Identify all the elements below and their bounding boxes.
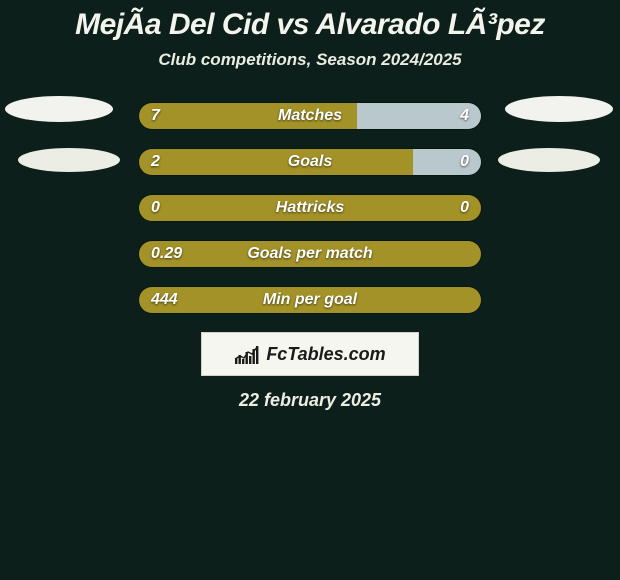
ellipse-decoration [505,96,613,122]
source-logo-text: FcTables.com [266,344,385,365]
stat-value-left: 444 [151,291,178,309]
comparison-card: MejÃ­a Del Cid vs Alvarado LÃ³pez Club c… [0,0,620,580]
stat-value-left: 0 [151,199,160,217]
stats-area: 7 4 Matches 2 0 Goals 0 0 Hattricks 0.29 Goals per… [0,102,620,314]
stat-row: 2 0 Goals [138,148,482,176]
stat-value-left: 7 [151,107,160,125]
subtitle: Club competitions, Season 2024/2025 [0,50,620,70]
stat-label: Goals per match [247,245,372,263]
stat-value-right: 0 [460,153,469,171]
stat-bar-left [139,149,413,175]
barchart-icon [234,343,260,365]
stat-rows: 7 4 Matches 2 0 Goals 0 0 Hattricks 0.29 Goals per… [138,102,482,314]
source-logo: FcTables.com [201,332,419,376]
stat-label: Matches [278,107,342,125]
stat-row: 444 Min per goal [138,286,482,314]
stat-row: 7 4 Matches [138,102,482,130]
stat-value-left: 0.29 [151,245,182,263]
stat-value-left: 2 [151,153,160,171]
stat-label: Hattricks [276,199,344,217]
stat-row: 0 0 Hattricks [138,194,482,222]
ellipse-decoration [18,148,120,172]
stat-row: 0.29 Goals per match [138,240,482,268]
ellipse-decoration [498,148,600,172]
stat-label: Min per goal [263,291,357,309]
ellipse-decoration [5,96,113,122]
stat-value-right: 0 [460,199,469,217]
stat-label: Goals [288,153,332,171]
stat-bar-right [413,149,481,175]
page-title: MejÃ­a Del Cid vs Alvarado LÃ³pez [0,8,620,42]
stat-value-right: 4 [460,107,469,125]
snapshot-date: 22 february 2025 [0,390,620,411]
